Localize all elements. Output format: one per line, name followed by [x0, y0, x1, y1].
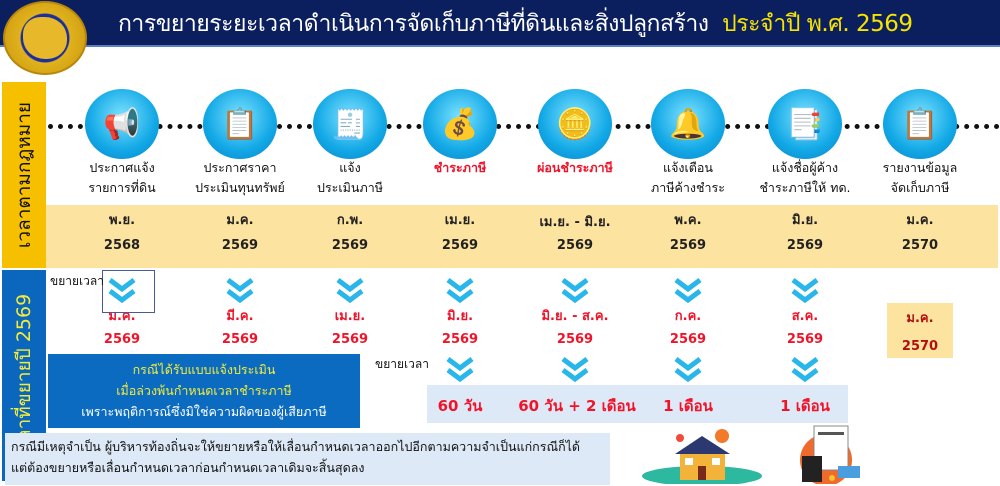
tax-form-icon: 🧾 — [313, 89, 387, 159]
extended-month: มิ.ย. - ส.ค. — [541, 309, 609, 324]
duration-value: 60 วัน — [437, 397, 483, 415]
extended-year: 2569 — [103, 332, 141, 347]
step-label: ประกาศแจ้งรายการที่ดิน — [57, 158, 187, 198]
duration-value: 1 เดือน — [780, 397, 830, 415]
legal-year: 2569 — [441, 238, 479, 253]
legal-month: ม.ค. — [906, 213, 934, 228]
chevron-down-icon — [225, 277, 255, 305]
note-line: กรณีมีเหตุจำเป็น ผู้บริหารท้องถิ่นจะให้ข… — [11, 439, 581, 454]
legal-year: 2569 — [786, 238, 824, 253]
legal-time-text: เวลาตามกฎหมาย — [13, 101, 35, 249]
discretion-note: กรณีมีเหตุจำเป็น ผู้บริหารท้องถิ่นจะให้ข… — [5, 433, 610, 485]
extend-label: ขยายเวลา — [50, 274, 104, 288]
legal-month: ก.พ. — [336, 213, 364, 228]
chevron-down-icon — [673, 277, 703, 305]
step-label-line: แจ้งชื่อผู้ค้าง — [771, 160, 839, 175]
duration-value: 60 วัน + 2 เดือน — [518, 397, 636, 415]
legal-time-label: เวลาตามกฎหมาย — [2, 82, 46, 268]
legal-year: 2569 — [669, 238, 707, 253]
step-label-line: ชำระภาษี — [433, 160, 487, 175]
tax-calculator-illustration — [800, 425, 860, 484]
step-label-line: รายการที่ดิน — [88, 180, 156, 195]
step-label-line: ผ่อนชำระภาษี — [537, 160, 613, 175]
legal-year: 2570 — [901, 238, 939, 253]
note-line: แต่ต้องขยายหรือเลื่อนกำหนดเวลาก่อนกำหนดเ… — [11, 460, 365, 475]
duration-band — [427, 385, 848, 423]
step-label-line: รายงานข้อมูล — [882, 160, 958, 175]
legal-year: 2569 — [556, 238, 594, 253]
extended-year: 2569 — [786, 332, 824, 347]
step-label-line: ภาษีค้างชำระ — [651, 180, 725, 195]
step-label: ผ่อนชำระภาษี — [510, 158, 640, 178]
legal-month: เม.ย. — [444, 213, 476, 228]
chevron-down-icon — [790, 277, 820, 305]
chevron-down-icon — [445, 277, 475, 305]
extend-label-2: ขยายเวลา — [375, 357, 429, 371]
step-label-line: ชำระภาษีให้ ทด. — [759, 180, 851, 195]
chevron-down-icon — [560, 277, 590, 305]
coin-hand-icon: 🪙 — [538, 89, 612, 159]
extended-month: ก.ค. — [674, 309, 702, 324]
house-inspection-illustration — [642, 429, 762, 484]
megaphone-icon: 📢 — [85, 89, 159, 159]
bell-alert-icon: 🔔 — [651, 89, 725, 159]
chevron-down-icon — [673, 356, 703, 384]
extended-month: เม.ย. — [334, 309, 366, 324]
condition-line: กรณีได้รับแบบแจ้งประเมิน — [132, 362, 276, 377]
tax-report-icon: 📑 — [768, 89, 842, 159]
step-label-line: ประกาศแจ้ง — [89, 160, 155, 175]
chevron-down-icon — [445, 356, 475, 384]
condition-line: เพราะพฤติการณ์ซึ่งมิใช่ความผิดของผู้เสีย… — [81, 404, 327, 419]
selection-box — [102, 270, 155, 313]
step-label: แจ้งประเมินภาษี — [285, 158, 415, 198]
extended-year: 2569 — [441, 332, 479, 347]
extended-year: 2570 — [901, 339, 939, 354]
step-label-line: ประเมินทุนทรัพย์ — [195, 180, 285, 195]
extended-month: ม.ค. — [906, 311, 934, 326]
extended-year: 2569 — [556, 332, 594, 347]
step-label: ชำระภาษี — [395, 158, 525, 178]
duration-value: 1 เดือน — [663, 397, 713, 415]
timeline-dotted-line — [48, 124, 1000, 129]
legal-month: ม.ค. — [226, 213, 254, 228]
legal-month: พ.ย. — [108, 213, 136, 228]
extended-year: 2569 — [669, 332, 707, 347]
step-label-line: ประกาศราคา — [203, 160, 277, 175]
step-label-line: แจ้งเตือน — [663, 160, 713, 175]
clipboard-checklist-icon: 📋 — [203, 89, 277, 159]
chevron-down-icon — [107, 277, 137, 305]
title-year: ประจำปี พ.ศ. 2569 — [722, 11, 913, 37]
step-label: ประกาศราคาประเมินทุนทรัพย์ — [175, 158, 305, 198]
legal-year: 2569 — [221, 238, 259, 253]
header-bar — [0, 0, 1000, 47]
chevron-down-icon — [790, 356, 820, 384]
extended-year: 2569 — [331, 332, 369, 347]
legal-year: 2568 — [103, 238, 141, 253]
title-text: การขยายระยะเวลาดำเนินการจัดเก็บภาษีที่ดิ… — [118, 11, 709, 37]
chevron-down-icon — [335, 277, 365, 305]
step-label-line: จัดเก็บภาษี — [890, 180, 950, 195]
money-bag-icon: 💰 — [423, 89, 497, 159]
extended-year: 2569 — [221, 332, 259, 347]
step-label-line: แจ้ง — [339, 160, 361, 175]
legal-month: มิ.ย. — [791, 213, 819, 228]
legal-month: พ.ค. — [674, 213, 702, 228]
extended-month: มี.ค. — [226, 309, 254, 324]
step-label: แจ้งเตือนภาษีค้างชำระ — [623, 158, 753, 198]
chevron-down-icon — [560, 356, 590, 384]
step-label: รายงานข้อมูลจัดเก็บภาษี — [855, 158, 985, 198]
emblem-logo — [3, 1, 87, 75]
condition-line: เมื่อล่วงพ้นกำหนดเวลาชำระภาษี — [116, 383, 292, 398]
extended-date-box: ม.ค. 2570 — [887, 303, 953, 358]
assessment-condition-box: กรณีได้รับแบบแจ้งประเมิน เมื่อล่วงพ้นกำห… — [48, 354, 360, 428]
step-label-line: ประเมินภาษี — [317, 180, 383, 195]
page-title: การขยายระยะเวลาดำเนินการจัดเก็บภาษีที่ดิ… — [118, 6, 913, 42]
report-clipboard-icon: 📋 — [883, 89, 957, 159]
legal-date-band — [46, 205, 998, 268]
extended-month: มิ.ย. — [446, 309, 474, 324]
legal-month: เม.ย. - มิ.ย. — [539, 215, 611, 230]
extended-month: ส.ค. — [791, 309, 819, 324]
legal-year: 2569 — [331, 238, 369, 253]
step-label: แจ้งชื่อผู้ค้างชำระภาษีให้ ทด. — [740, 158, 870, 198]
